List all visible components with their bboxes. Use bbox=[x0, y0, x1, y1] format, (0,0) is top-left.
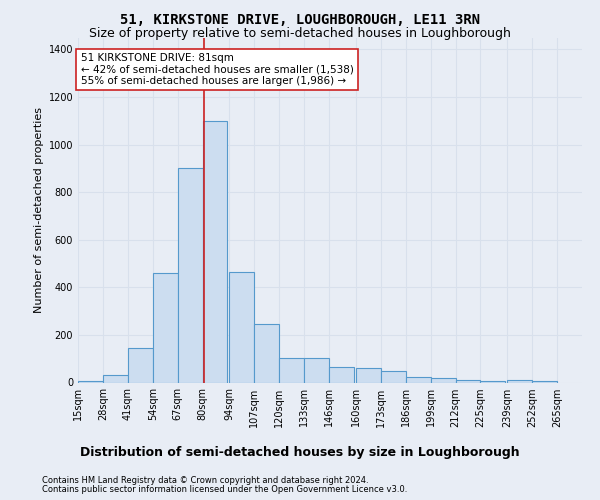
Bar bbox=[356, 368, 381, 382]
Bar bbox=[178, 168, 203, 382]
Bar bbox=[153, 273, 178, 382]
Text: 51, KIRKSTONE DRIVE, LOUGHBOROUGH, LE11 3RN: 51, KIRKSTONE DRIVE, LOUGHBOROUGH, LE11 … bbox=[120, 12, 480, 26]
Bar bbox=[431, 378, 455, 382]
Bar bbox=[329, 367, 354, 382]
Bar bbox=[203, 121, 227, 382]
Text: 51 KIRKSTONE DRIVE: 81sqm
← 42% of semi-detached houses are smaller (1,538)
55% : 51 KIRKSTONE DRIVE: 81sqm ← 42% of semi-… bbox=[80, 53, 353, 86]
Text: Distribution of semi-detached houses by size in Loughborough: Distribution of semi-detached houses by … bbox=[80, 446, 520, 459]
Text: Contains public sector information licensed under the Open Government Licence v3: Contains public sector information licen… bbox=[42, 485, 407, 494]
Bar bbox=[507, 380, 532, 382]
Bar bbox=[304, 358, 329, 382]
Bar bbox=[406, 376, 431, 382]
Bar bbox=[128, 348, 153, 382]
Bar bbox=[455, 380, 481, 382]
Y-axis label: Number of semi-detached properties: Number of semi-detached properties bbox=[34, 107, 44, 313]
Text: Size of property relative to semi-detached houses in Loughborough: Size of property relative to semi-detach… bbox=[89, 28, 511, 40]
Text: Contains HM Land Registry data © Crown copyright and database right 2024.: Contains HM Land Registry data © Crown c… bbox=[42, 476, 368, 485]
Bar bbox=[229, 272, 254, 382]
Bar bbox=[381, 370, 406, 382]
Bar bbox=[254, 324, 279, 382]
Bar bbox=[103, 376, 128, 382]
Bar bbox=[279, 358, 304, 382]
